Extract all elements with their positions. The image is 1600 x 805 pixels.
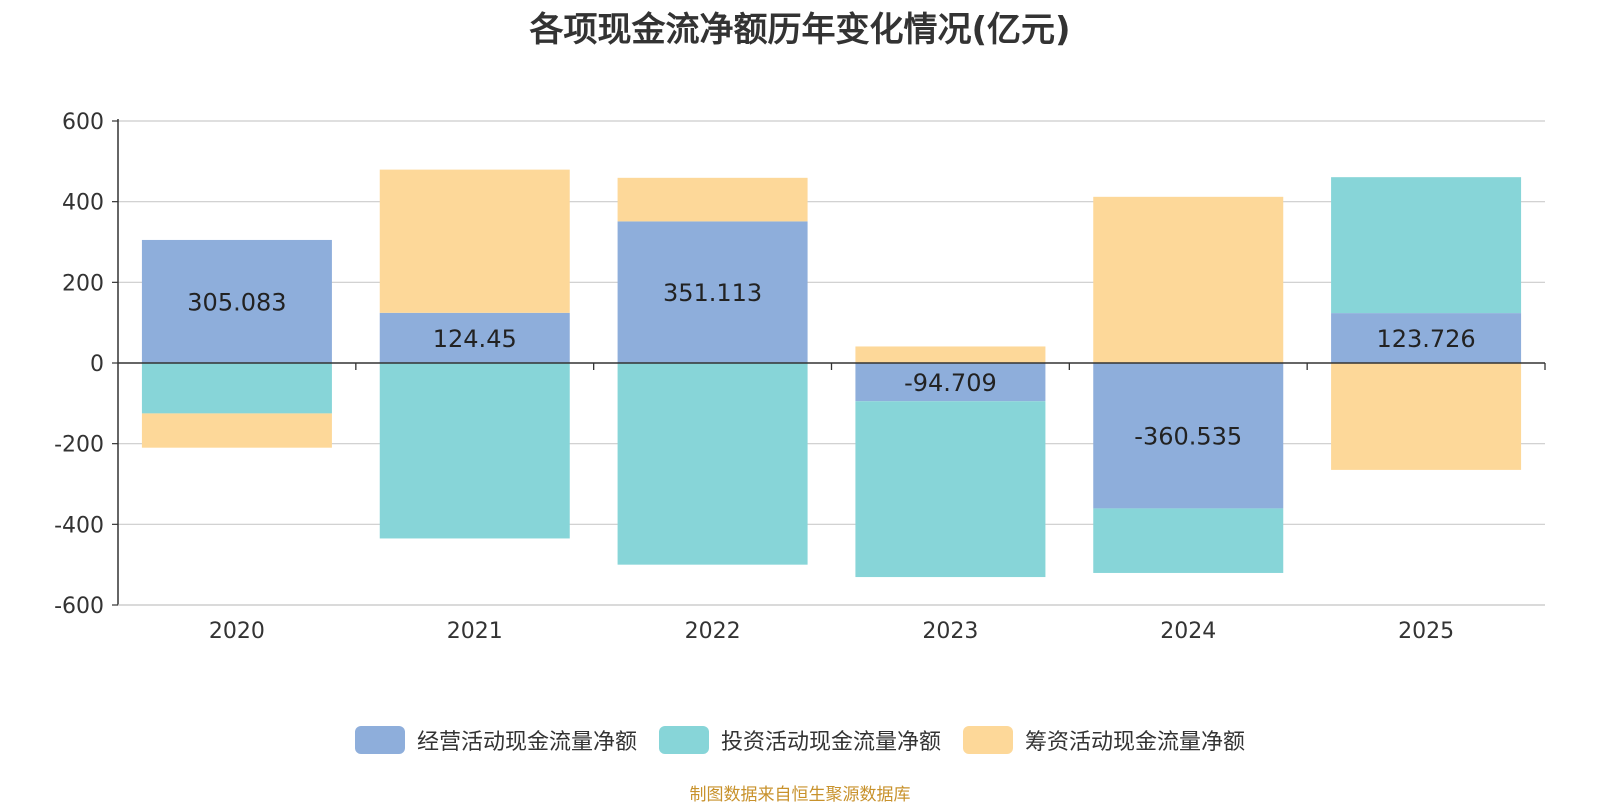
- cash-flow-chart: 600 400 200 0 -200 -400 -600 2020 2021 2022 2023 20…: [54, 110, 1546, 644]
- bar-operating-2023: [855, 363, 1046, 402]
- legend-swatch-operating: [354, 726, 405, 754]
- bar-operating-2021: [379, 312, 570, 363]
- y-tick-label: 0: [90, 352, 104, 377]
- bar-operating-2020: [141, 239, 332, 363]
- x-tick-label: 2022: [685, 619, 741, 644]
- bar-financing-2021: [379, 169, 570, 313]
- bar-investing-2025: [1331, 177, 1522, 314]
- y-tick-label: -400: [54, 513, 104, 538]
- bar-financing-2024: [1093, 196, 1284, 363]
- legend-label-financing: 筹资活动现金流量净额: [1025, 730, 1246, 755]
- x-tick-label: 2025: [1398, 619, 1454, 644]
- bar-financing-2023: [855, 346, 1046, 363]
- bar-investing-2022: [617, 363, 808, 565]
- data-labels: 305.083 124.45 351.113 -94.709 -360.535 123.7…: [187, 279, 1475, 451]
- source-note: 制图数据来自恒生聚源数据库: [689, 785, 911, 805]
- data-label-2024: -360.535: [1134, 423, 1242, 451]
- legend-swatch-financing: [963, 726, 1013, 754]
- x-tick-label: 2024: [1160, 619, 1216, 644]
- bar-financing-2025: [1331, 363, 1522, 470]
- legend-label-investing: 投资活动现金流量净额: [720, 730, 941, 755]
- bars: [141, 169, 1522, 578]
- axes: 600 400 200 0 -200 -400 -600 2020 2021 2022 2023 20…: [54, 110, 1546, 644]
- bar-operating-2025: [1331, 313, 1522, 363]
- y-tick-label: -600: [54, 594, 104, 619]
- y-tick-label: 400: [62, 191, 104, 216]
- legend-label-operating: 经营活动现金流量净额: [416, 730, 637, 755]
- x-tick-label: 2020: [209, 619, 265, 644]
- bar-financing-2022: [617, 177, 808, 222]
- legend-item-operating[interactable]: 经营活动现金流量净额: [354, 724, 637, 756]
- legend: 经营活动现金流量净额 投资活动现金流量净额 筹资活动现金流量净额: [0, 724, 1600, 756]
- data-label-2020: 305.083: [187, 288, 286, 316]
- bar-investing-2024: [1093, 508, 1284, 573]
- bar-investing-2023: [855, 401, 1046, 578]
- y-tick-label: 600: [62, 110, 104, 135]
- y-tick-label: -200: [54, 433, 104, 458]
- legend-item-investing[interactable]: 投资活动现金流量净额: [658, 724, 941, 756]
- x-tick-label: 2023: [922, 619, 978, 644]
- bar-operating-2022: [617, 221, 808, 363]
- legend-swatch-investing: [658, 726, 709, 754]
- chart-title: 各项现金流净额历年变化情况(亿元): [529, 10, 1071, 50]
- data-label-2025: 123.726: [1376, 325, 1475, 353]
- bar-investing-2021: [379, 363, 570, 539]
- data-label-2023: -94.709: [904, 369, 997, 397]
- x-tick-label: 2021: [447, 619, 503, 644]
- y-tick-label: 200: [62, 271, 104, 296]
- legend-item-financing[interactable]: 筹资活动现金流量净额: [963, 724, 1245, 756]
- bar-investing-2020: [141, 363, 332, 414]
- bar-financing-2020: [141, 413, 332, 448]
- data-label-2021: 124.45: [433, 325, 517, 353]
- bar-operating-2024: [1093, 363, 1284, 509]
- data-label-2022: 351.113: [663, 279, 762, 307]
